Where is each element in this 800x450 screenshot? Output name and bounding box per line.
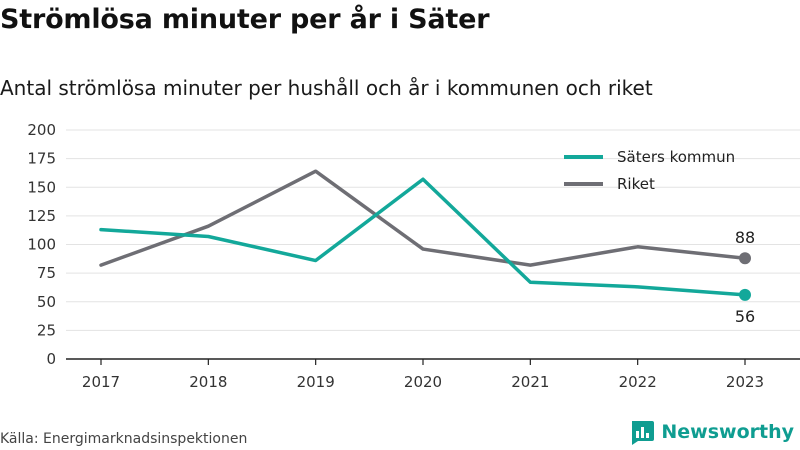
y-tick-label: 100 xyxy=(27,236,56,254)
legend: Säters kommun Riket xyxy=(564,148,735,193)
y-tick-label: 0 xyxy=(46,350,56,368)
series-end-point-1 xyxy=(739,252,751,265)
y-tick-label: 75 xyxy=(37,264,56,282)
series-line-1 xyxy=(99,169,747,267)
y-axis-ticks: 0 25 50 75 100 125 150 175 200 xyxy=(27,121,56,368)
x-tick-label: 2019 xyxy=(297,373,335,391)
chart-subtitle: Antal strömlösa minuter per hushåll och … xyxy=(0,76,653,100)
x-tick-label: 2017 xyxy=(82,373,120,391)
y-tick-label: 25 xyxy=(37,321,56,339)
x-tick-label: 2020 xyxy=(404,373,442,391)
source-note: Källa: Energimarknadsinspektionen xyxy=(0,431,248,447)
chart-title: Strömlösa minuter per år i Säter xyxy=(0,4,490,35)
y-tick-label: 125 xyxy=(27,207,56,225)
y-tick-label: 50 xyxy=(37,293,56,311)
bar-chart-icon xyxy=(632,421,655,445)
series-line-0 xyxy=(99,177,747,297)
x-tick-label: 2018 xyxy=(189,373,227,391)
brand-logo: Newsworthy xyxy=(629,419,794,445)
x-tick-label: 2021 xyxy=(511,373,549,391)
series-end-label-1: 88 xyxy=(735,228,755,247)
legend-label-0: Säters kommun xyxy=(617,148,735,166)
series-lines: 88 56 xyxy=(99,169,755,326)
y-tick-label: 200 xyxy=(27,121,56,139)
series-end-label-0: 56 xyxy=(735,307,755,326)
legend-label-1: Riket xyxy=(617,175,655,193)
brand-name: Newsworthy xyxy=(661,421,794,443)
x-axis-ticks: 2017 2018 2019 2020 2021 2022 2023 xyxy=(82,359,764,391)
gridlines xyxy=(66,129,800,360)
x-tick-label: 2023 xyxy=(726,373,764,391)
series-end-point-0 xyxy=(739,288,751,301)
x-tick-label: 2022 xyxy=(619,373,657,391)
y-tick-label: 175 xyxy=(27,150,56,168)
y-tick-label: 150 xyxy=(27,178,56,196)
